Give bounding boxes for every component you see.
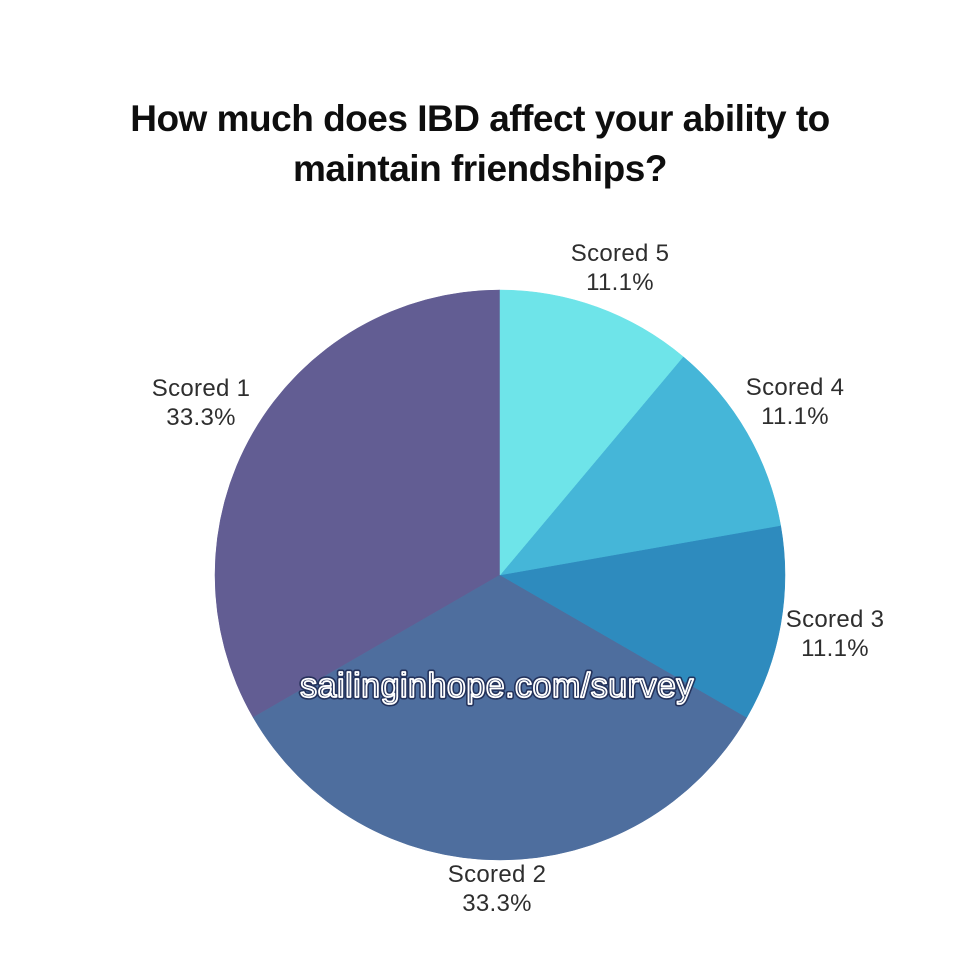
slice-name: Scored 1 (151, 375, 251, 402)
slice-percent: 33.3% (166, 404, 236, 431)
slice-name: Scored 2 (447, 861, 547, 888)
chart-title: How much does IBD affect your ability to… (0, 94, 960, 194)
chart-title-line1: How much does IBD affect your ability to (130, 98, 830, 139)
pie-slice-scored-3 (499, 525, 786, 718)
chart-title-line2: maintain friendships? (293, 148, 667, 189)
pie-slice-scored-2 (252, 574, 748, 861)
slice-percent: 11.1% (761, 403, 829, 430)
slice-label-scored-3: Scored 3 11.1% (786, 605, 884, 663)
slice-percent: 33.3% (462, 890, 532, 917)
pie-slice-scored-4 (499, 356, 781, 576)
pie-slice-scored-1 (214, 289, 501, 718)
slice-label-scored-2: Scored 2 33.3% (448, 860, 546, 918)
slice-label-scored-1: Scored 1 33.3% (152, 374, 250, 432)
slice-name: Scored 4 (745, 374, 845, 401)
slice-name: Scored 3 (785, 606, 885, 633)
slice-name: Scored 5 (570, 240, 670, 267)
watermark-outline: sailinginhope.com/survey (300, 667, 694, 705)
watermark-text: sailinginhope.com/survey (300, 667, 694, 705)
slice-percent: 11.1% (801, 635, 869, 662)
slice-percent: 11.1% (586, 269, 654, 296)
pie-slice-scored-5 (499, 289, 684, 576)
slice-label-scored-4: Scored 4 11.1% (746, 373, 844, 431)
slice-label-scored-5: Scored 5 11.1% (571, 239, 669, 297)
